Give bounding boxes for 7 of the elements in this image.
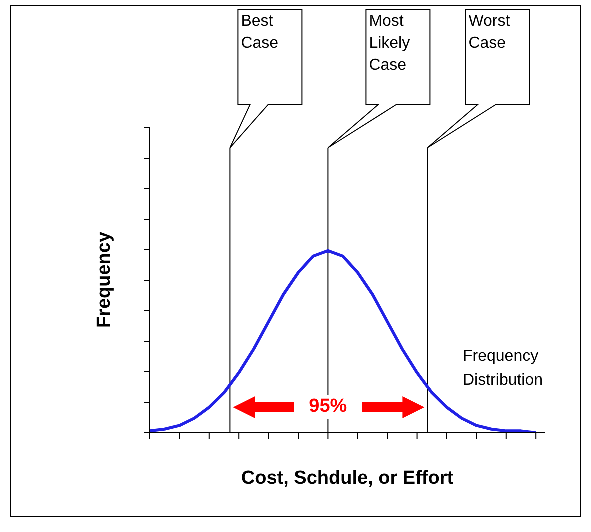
text: Worst Case <box>468 12 512 54</box>
y-axis-title: Frequency <box>94 230 116 330</box>
text: Best Case <box>241 12 280 54</box>
annotation: Frequency Distribution <box>463 347 544 391</box>
x-axis-title: Cost, Schdule, or Effort <box>240 468 455 490</box>
annotation: 95% <box>300 394 356 418</box>
text: Most Likely Case <box>369 12 412 76</box>
